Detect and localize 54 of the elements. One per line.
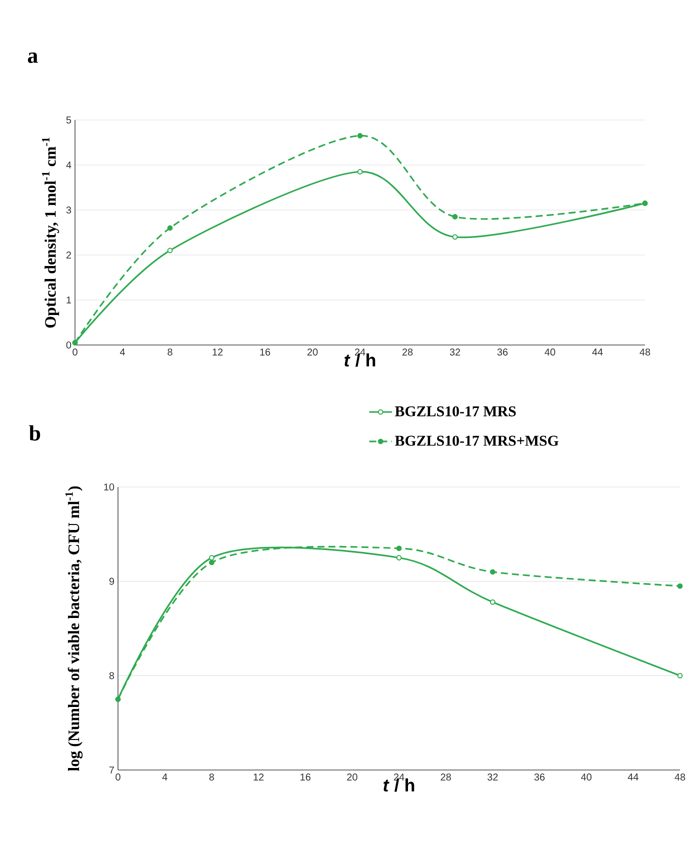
y-tick-label: 4 <box>66 162 72 168</box>
x-tick-label: 28 <box>402 348 413 356</box>
point <box>396 555 402 560</box>
point <box>357 133 363 138</box>
x-tick-label: 20 <box>347 774 358 781</box>
x-tick-label: 4 <box>120 348 125 356</box>
point <box>357 169 363 174</box>
x-tick-label: 0 <box>116 774 120 781</box>
y-tick-label: 9 <box>109 578 114 585</box>
x-tick-label: 28 <box>440 774 451 781</box>
x-tick-label: 44 <box>592 348 603 356</box>
point <box>396 546 402 552</box>
y-tick-label: 7 <box>109 766 114 774</box>
point <box>167 248 173 254</box>
x-tick-label: 32 <box>450 348 460 356</box>
point <box>208 555 214 560</box>
x-tick-label: 4 <box>162 774 168 780</box>
y-tick-label: 8 <box>109 672 114 680</box>
x-tick-label: 32 <box>488 774 498 781</box>
y-tick-label: 10 <box>104 483 114 491</box>
x-tick-label: 12 <box>212 348 223 356</box>
x-tick-label: 0 <box>72 348 78 356</box>
x-tick-label: 40 <box>544 348 556 356</box>
y-tick-label: 2 <box>66 252 71 258</box>
point <box>452 214 458 220</box>
point <box>167 225 173 231</box>
point <box>677 583 683 589</box>
x-tick-label: 20 <box>307 348 318 356</box>
x-tick-label: 8 <box>209 774 214 781</box>
x-tick-label: 36 <box>534 774 545 781</box>
x-tick-label: 40 <box>581 774 592 781</box>
x-tick-label: 12 <box>254 774 264 780</box>
legend-label: BGZLS10-17 MRS <box>394 406 516 416</box>
x-tick-label: 16 <box>300 774 310 781</box>
x-tick-label: 16 <box>260 348 270 356</box>
y-tick-label: 5 <box>66 116 72 124</box>
y-axis-title: log (Number of viable bacteria, CFU ml$^{-1}$) <box>65 486 83 771</box>
point <box>490 599 496 605</box>
point <box>677 672 683 678</box>
y-tick-label: 1 <box>66 296 71 304</box>
x-tick-label: 8 <box>168 348 172 356</box>
x-tick-label: 48 <box>640 348 650 356</box>
y-tick-label: 3 <box>66 206 72 214</box>
point <box>452 234 458 240</box>
x-tick-label: 36 <box>497 348 508 356</box>
point <box>490 569 496 575</box>
x-tick-label: 48 <box>674 774 686 781</box>
chart-title: a <box>28 52 38 64</box>
x-tick-label: 44 <box>628 774 638 780</box>
point <box>208 560 214 566</box>
y-tick-label: 0 <box>66 341 72 349</box>
y-axis-title: Optical density, 1 mol$^{-1}$ cm$^{-1}$ <box>42 138 60 328</box>
chart-title: b <box>29 425 40 441</box>
legend-label: BGZLS10-17 MRS+MSG <box>394 436 559 446</box>
